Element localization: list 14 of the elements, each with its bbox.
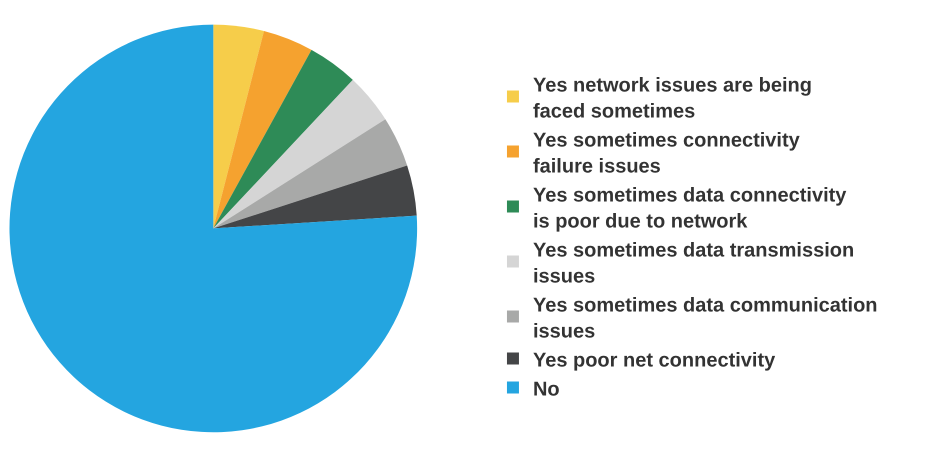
legend-label: Yes sometimes data transmission issues (532, 239, 854, 288)
legend-label: Yes network issues are being faced sometimes (532, 74, 812, 122)
legend-label: Yes sometimes connectivity failure issues (532, 129, 801, 178)
legend-label: Yes sometimes data communication issues (532, 294, 878, 342)
pie-slice (213, 119, 408, 228)
legend-label: Yes sometimes data connectivity is poor due to network (532, 184, 848, 232)
pie-slice (213, 165, 417, 228)
pie-slice (213, 24, 264, 228)
pie-slice (213, 80, 386, 228)
pie-slice (213, 50, 353, 228)
pie-slice (10, 24, 417, 432)
legend-label: Yes poor net connectivity (532, 349, 776, 372)
legend-label: No (532, 378, 560, 400)
pie-slice (213, 31, 312, 228)
